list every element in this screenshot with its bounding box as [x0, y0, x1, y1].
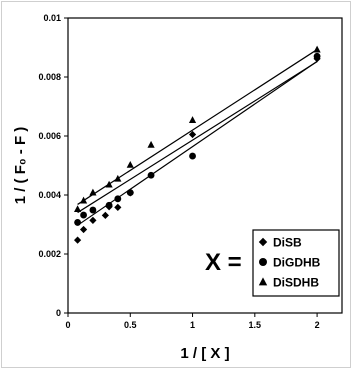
data-point-digdhb [74, 219, 82, 226]
y-tick-label: 0.002 [38, 249, 61, 259]
legend-label-disb: DiSB [273, 236, 302, 250]
x-tick-label: 1.5 [249, 320, 262, 330]
y-tick-label: 0.01 [43, 13, 61, 23]
data-point-digdhb [80, 211, 87, 219]
data-point-disb [79, 225, 88, 234]
data-point-disb [114, 203, 122, 211]
legend-marker-disb [258, 237, 268, 247]
data-point-disb [89, 216, 97, 224]
plot-frame [67, 17, 343, 314]
data-point-digdhb [313, 52, 321, 60]
plot-area: 0 0.002 0.004 0.006 0.008 0.01 0 0.5 1 1.5 2 1 / [ … [12, 13, 343, 362]
y-tick-label: 0.008 [38, 72, 61, 82]
y-tick-label: 0 [56, 308, 61, 318]
legend-label-digdhb: DiGDHB [273, 256, 321, 270]
data-point-disb [188, 130, 197, 139]
legend-prefix: X = [205, 249, 242, 276]
data-point-disdhb [89, 188, 97, 196]
x-axis-title: 1 / [ X ] [180, 345, 229, 362]
data-point-disdhb [79, 196, 88, 204]
data-point-disdhb [188, 116, 197, 123]
data-point-digdhb [105, 201, 113, 209]
legend-label-disdhb: DiSDHB [273, 276, 319, 290]
data-point-digdhb [147, 171, 155, 179]
data-point-digdhb [114, 195, 122, 203]
data-point-disb [101, 211, 109, 219]
data-point-disb [73, 236, 82, 244]
x-tick-label: 1 [190, 320, 195, 330]
legend-marker-digdhb [259, 258, 267, 266]
data-point-disdhb [147, 140, 155, 148]
data-point-digdhb [89, 206, 97, 214]
y-axis-title: 1 / ( F₀ - F ) [12, 127, 29, 205]
data-point-disdhb [313, 45, 321, 53]
data-point-disdhb [73, 205, 82, 213]
data-point-digdhb [126, 189, 134, 197]
data-point-disdhb [105, 180, 113, 188]
legend-marker-disdhb [258, 277, 268, 286]
data-point-disdhb [114, 174, 122, 182]
y-tick-label: 0.006 [38, 131, 61, 141]
data-point-digdhb [189, 152, 196, 160]
x-tick-label: 0 [65, 320, 70, 330]
x-tick-label: 0.5 [124, 320, 137, 330]
x-tick-label: 2 [315, 320, 320, 330]
y-tick-label: 0.004 [38, 190, 61, 200]
fit-line-digdhb [77, 61, 318, 214]
legend-box [252, 229, 340, 297]
data-point-disdhb [126, 160, 134, 168]
